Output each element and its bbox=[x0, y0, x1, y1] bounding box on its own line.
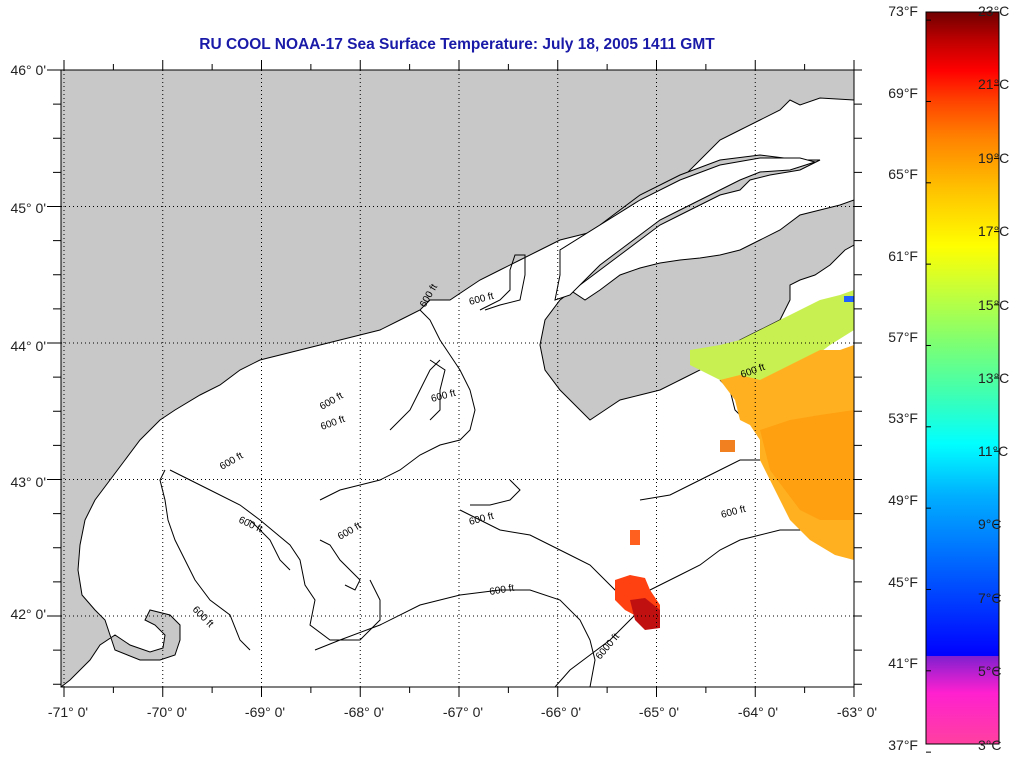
contour-label: 600 ft bbox=[489, 583, 516, 598]
axis-ticks bbox=[47, 60, 862, 697]
colorbar-f-label: 41°F bbox=[888, 655, 918, 671]
lon-label: -68° 0' bbox=[343, 704, 385, 720]
map-title: RU COOL NOAA-17 Sea Surface Temperature:… bbox=[199, 36, 715, 53]
colorbar-c-label: 17°C bbox=[978, 223, 1010, 239]
graticule bbox=[61, 70, 854, 687]
lon-label: -66° 0' bbox=[540, 704, 582, 720]
lat-label: 46° 0' bbox=[10, 62, 46, 78]
colorbar-f-label: 53°F bbox=[888, 410, 918, 426]
lat-label: 45° 0' bbox=[10, 200, 46, 216]
colorbar-f-label: 69°F bbox=[888, 85, 918, 101]
colorbar-c-label: 5°C bbox=[978, 663, 1002, 679]
colorbar-c-label: 21°C bbox=[978, 76, 1010, 92]
lat-label: 42° 0' bbox=[10, 606, 46, 622]
lon-label: -70° 0' bbox=[146, 704, 188, 720]
colorbar-c-label: 9°C bbox=[978, 516, 1002, 532]
lon-label: -67° 0' bbox=[442, 704, 484, 720]
lon-label: -64° 0' bbox=[737, 704, 779, 720]
sst-data bbox=[615, 290, 854, 630]
colorbar-c-label: 15°C bbox=[978, 297, 1010, 313]
lon-label: -69° 0' bbox=[244, 704, 286, 720]
colorbar-f-label: 65°F bbox=[888, 166, 918, 182]
colorbar-f-label: 57°F bbox=[888, 329, 918, 345]
colorbar-c-label: 11°C bbox=[978, 443, 1009, 459]
colorbar-ticks bbox=[926, 11, 999, 753]
colorbar-c-label: 13°C bbox=[978, 370, 1010, 386]
bay-of-fundy bbox=[554, 157, 817, 301]
colorbar-f-label: 73°F bbox=[888, 3, 918, 19]
colorbar-c-label: 3°C bbox=[978, 737, 1002, 753]
colorbar bbox=[925, 11, 1000, 745]
colorbar-c-label: 7°C bbox=[978, 590, 1002, 606]
colorbar-f-label: 49°F bbox=[888, 492, 918, 508]
lat-label: 44° 0' bbox=[10, 338, 46, 354]
colorbar-f-label: 61°F bbox=[888, 248, 918, 264]
lat-label: 43° 0' bbox=[10, 474, 46, 490]
map-frame bbox=[60, 69, 855, 688]
lon-label: -65° 0' bbox=[638, 704, 680, 720]
colorbar-f-label: 45°F bbox=[888, 574, 918, 590]
colorbar-c-label: 23°C bbox=[978, 3, 1010, 19]
colorbar-c-label: 19°C bbox=[978, 150, 1010, 166]
lon-label: -63° 0' bbox=[836, 704, 878, 720]
lon-label: -71° 0' bbox=[47, 704, 89, 720]
colorbar-f-label: 37°F bbox=[888, 737, 918, 753]
